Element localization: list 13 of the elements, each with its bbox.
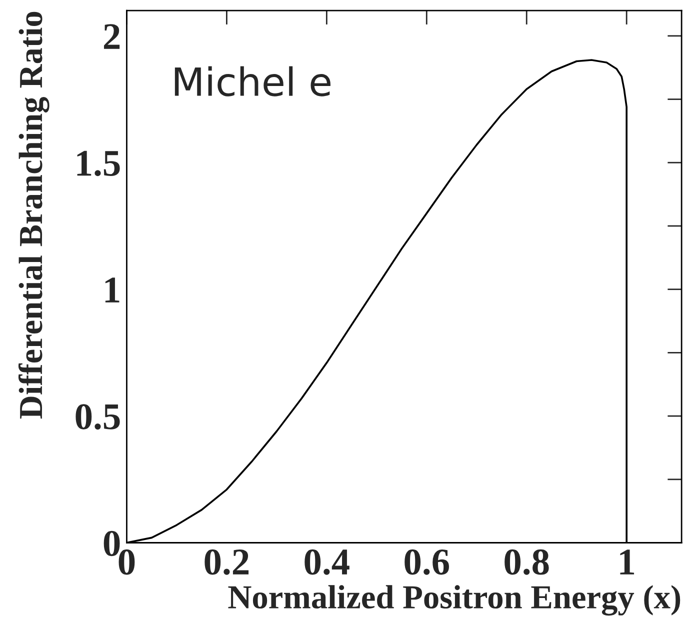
x-tick-label: 0.6 [404,549,449,575]
y-tick-label: 1.5 [77,150,120,176]
x-axis-title: Normalized Positron Energy (x) [228,585,680,616]
x-tick-label: 0.4 [304,549,350,575]
annotation: Michel e [174,66,330,96]
y-tick-label: 2 [104,24,120,49]
x-tick-label: 1 [620,550,634,574]
y-tick-label: 0 [104,530,120,556]
y-axis-title: Differential Branching Ratio [18,12,50,419]
y-tick-label: 1 [105,278,120,302]
y-tick-label: 0.5 [76,404,120,430]
x-tick-label: 0.2 [204,549,249,575]
x-tick-label: 0.8 [504,549,549,575]
